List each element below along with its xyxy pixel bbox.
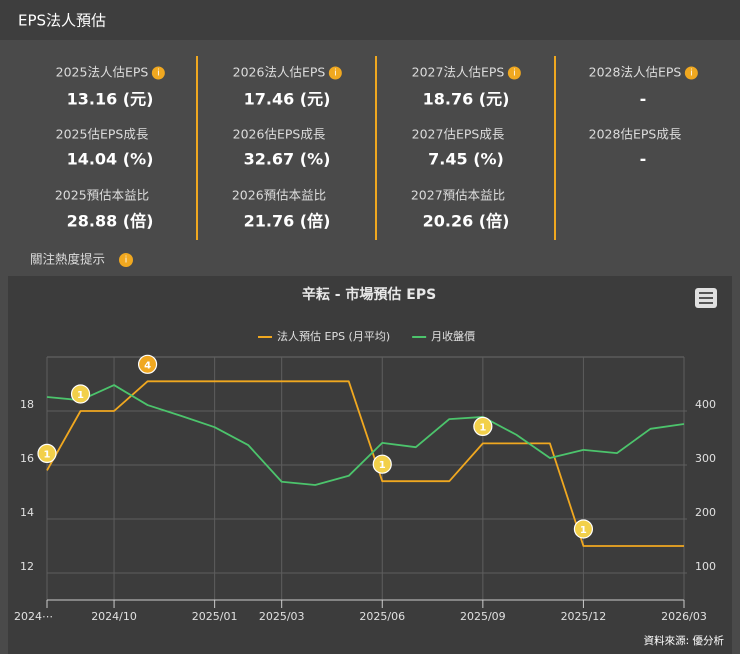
info-icon[interactable] [684, 66, 698, 80]
stat-label: 2028估EPS成長 [589, 127, 682, 142]
x-tick-label: 2024/10 [91, 610, 137, 623]
y-tick-label: 16 [20, 452, 34, 465]
event-marker [137, 354, 158, 374]
x-tick-label: 2025/09 [460, 610, 506, 623]
info-icon[interactable] [119, 253, 133, 267]
info-icon[interactable] [328, 66, 342, 80]
stat-label: 2026預估本益比 [232, 188, 326, 203]
stat-value: 28.88 (倍) [67, 212, 154, 231]
stat-value: 20.26 (倍) [423, 212, 510, 231]
menu-button[interactable] [695, 288, 717, 308]
stat-label: 2027估EPS成長 [412, 127, 505, 142]
menu-line [699, 302, 713, 304]
y2-tick-label: 100 [695, 560, 716, 573]
chart-title: 辛耘 - 市場預估 EPS [302, 286, 436, 303]
legend-label: 月收盤價 [431, 329, 475, 343]
stat-label: 2027預估本益比 [411, 188, 505, 203]
header-title: EPS法人預估 [18, 12, 106, 30]
series-line [46, 384, 685, 486]
stat-value: - [640, 150, 647, 169]
stat-value: 7.45 (%) [428, 150, 504, 169]
event-marker [473, 416, 493, 436]
info-glyph: i [334, 69, 337, 79]
stat-label: 2027法人估EPS [412, 65, 505, 80]
event-label: 4 [144, 360, 151, 371]
x-tick-label: 2025/06 [359, 610, 405, 623]
stat-label: 2025預估本益比 [55, 188, 149, 203]
menu-line [699, 297, 713, 299]
source: 資料來源: 優分析 [644, 634, 725, 647]
y2-tick-label: 400 [695, 398, 716, 411]
info-glyph: i [513, 69, 516, 79]
event-label: 1 [77, 390, 84, 401]
stat-value: 17.46 (元) [244, 90, 331, 109]
menu-line [699, 292, 713, 294]
event-marker [37, 443, 57, 463]
event-label: 1 [379, 460, 386, 471]
y2-tick-label: 300 [695, 452, 716, 465]
x-tick-label: 2026/03 [661, 610, 707, 623]
header-bar [0, 0, 740, 40]
x-tick-label: 2024⋯ [14, 610, 53, 623]
info-icon[interactable] [151, 66, 165, 80]
x-tick-label: 2025/12 [561, 610, 607, 623]
stat-value: - [640, 90, 647, 109]
stat-value: 13.16 (元) [67, 90, 154, 109]
event-marker [573, 519, 594, 539]
x-tick-label: 2025/03 [259, 610, 305, 623]
info-icon[interactable] [507, 66, 521, 80]
event-marker [372, 454, 392, 474]
y-tick-label: 18 [20, 398, 34, 411]
event-label: 1 [580, 525, 587, 536]
info-glyph: i [690, 69, 693, 79]
y-tick-label: 12 [20, 560, 34, 573]
stat-value: 14.04 (%) [67, 150, 154, 169]
stat-value: 32.67 (%) [244, 150, 331, 169]
stat-label: 2026法人估EPS [233, 65, 326, 80]
y2-tick-label: 200 [695, 506, 716, 519]
stat-label: 2025估EPS成長 [56, 127, 149, 142]
legend-label: 法人預估 EPS (月平均) [277, 329, 390, 343]
event-marker [70, 384, 91, 404]
stat-label: 2025法人估EPS [56, 65, 149, 80]
info-glyph: i [157, 69, 160, 79]
stat-label: 2028法人估EPS [589, 65, 682, 80]
event-label: 1 [44, 449, 51, 460]
y-tick-label: 14 [20, 506, 34, 519]
stat-label: 2026估EPS成長 [233, 127, 326, 142]
info-glyph: i [125, 256, 128, 266]
stat-value: 18.76 (元) [423, 90, 510, 109]
event-label: 1 [479, 422, 486, 433]
x-tick-label: 2025/01 [192, 610, 238, 623]
heat-hint: 關注熱度提示 [30, 252, 105, 267]
stat-value: 21.76 (倍) [244, 212, 331, 231]
